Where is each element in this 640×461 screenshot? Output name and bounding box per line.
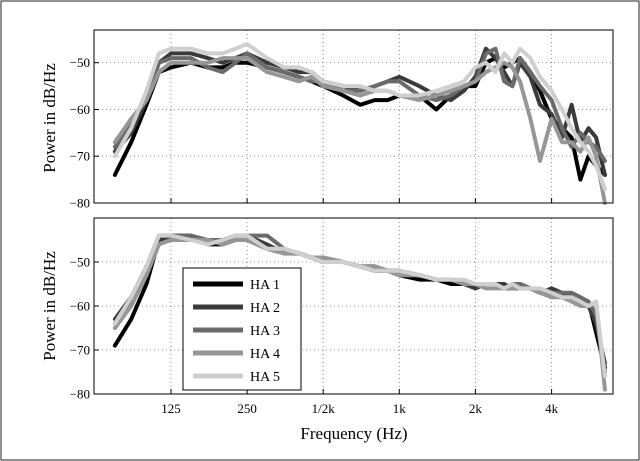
x-tick-label: 2k [469,401,483,416]
legend-label-4: HA 4 [250,347,280,362]
y-tick-label: −80 [70,196,90,211]
x-tick-label: 125 [161,401,181,416]
bottom-series [112,233,607,392]
legend-label-5: HA 5 [250,370,280,385]
x-tick-label: 1/2k [312,401,336,416]
y-tick-label: −60 [70,102,90,117]
series-line-5 [112,42,607,191]
y-tick-label: −70 [70,343,90,358]
series-line-5 [112,233,607,379]
x-axis-label: Frequency (Hz) [300,424,407,443]
legend: HA 1 HA 2 HA 3 HA 4 HA 5 [182,267,302,391]
x-tick-label: 250 [237,401,257,416]
y-tick-label: −50 [70,255,90,270]
top-y-ticks: −50 −60 −70 −80 [70,55,553,211]
bottom-y-axis-label: Power in dB/Hz [40,251,59,361]
x-tick-label: 1k [393,401,407,416]
x-ticks: 125 250 1/2k 1k 2k 4k [161,401,558,416]
y-tick-label: −70 [70,149,90,164]
y-tick-label: −50 [70,55,90,70]
top-y-axis-label: Power in dB/Hz [40,63,59,173]
top-axes-frame [93,29,614,204]
x-tick-label: 4k [545,401,559,416]
series-line-3 [112,46,607,163]
top-series [112,42,607,205]
legend-label-2: HA 2 [250,301,280,316]
top-panel: −50 −60 −70 −80 Power in dB/Hz [40,29,614,211]
y-tick-label: −80 [70,387,90,402]
bottom-y-ticks: −50 −60 −70 −80 [70,255,553,402]
legend-label-3: HA 3 [250,324,280,339]
y-tick-label: −60 [70,299,90,314]
legend-label-1: HA 1 [250,278,280,293]
